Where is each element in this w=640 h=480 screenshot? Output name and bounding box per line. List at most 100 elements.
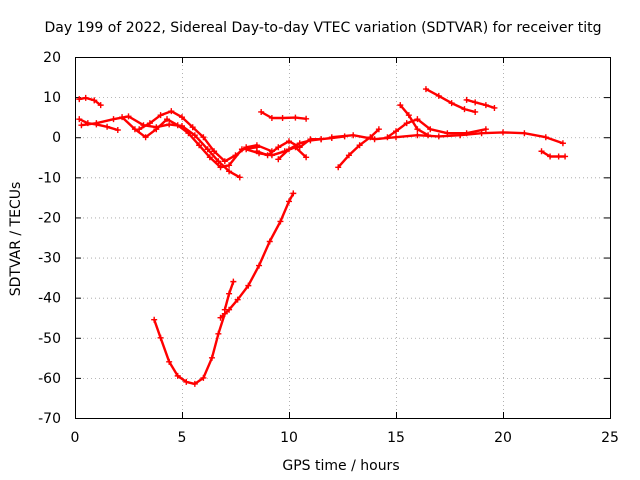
data-point (444, 130, 451, 137)
data-point (555, 153, 562, 160)
data-point (230, 278, 237, 285)
data-point (166, 358, 173, 365)
data-point (472, 108, 479, 115)
data-point (335, 164, 342, 171)
series-arc-spike (221, 278, 237, 313)
data-point (221, 158, 228, 165)
x-tick-label: 20 (494, 430, 512, 446)
data-point (174, 372, 181, 379)
data-point (414, 126, 421, 133)
data-point (393, 134, 399, 141)
data-point (425, 132, 432, 139)
data-point (114, 127, 121, 134)
plot-frame (75, 57, 611, 419)
data-point (264, 152, 271, 159)
data-point (547, 153, 554, 160)
data-point (76, 96, 83, 103)
x-tick-labels: 0 5 10 15 20 25 (71, 430, 619, 446)
data-point (562, 153, 569, 160)
data-point (217, 314, 224, 321)
series-arc-deep-drop (151, 310, 228, 387)
data-point (217, 164, 224, 171)
y-tick-label: -10 (38, 170, 61, 186)
data-point (234, 296, 241, 303)
data-point (375, 126, 382, 133)
series-line (78, 96, 102, 107)
data-point (427, 126, 434, 133)
data-point (275, 156, 282, 163)
data-point (104, 123, 111, 130)
data-point (142, 134, 149, 141)
y-tick-label: 0 (52, 130, 61, 146)
data-point (91, 97, 98, 104)
data-point (275, 144, 282, 151)
y-tick-label: -30 (38, 251, 61, 267)
data-point (236, 174, 243, 181)
chart-title: Day 199 of 2022, Sidereal Day-to-day VTE… (45, 20, 602, 36)
data-point (277, 218, 284, 225)
y-tick-label: -60 (38, 371, 61, 387)
data-point (448, 100, 455, 107)
data-point (200, 134, 207, 141)
data-point (303, 154, 310, 161)
data-point (157, 334, 164, 341)
series-arc-hump (397, 102, 432, 139)
x-tick-label: 15 (387, 430, 405, 446)
series-arc-mid-high (258, 108, 310, 122)
series-line (219, 192, 295, 319)
axis-ticks (75, 57, 611, 419)
series-arc-scatter (335, 126, 382, 171)
data-point (268, 114, 275, 121)
data-point (435, 133, 442, 140)
data-point (110, 116, 117, 123)
x-tick-label: 10 (280, 430, 298, 446)
data-point (397, 102, 404, 109)
data-point (206, 154, 213, 161)
data-point (303, 115, 310, 122)
data-point (125, 113, 132, 120)
data-point (200, 374, 207, 381)
data-point (243, 146, 250, 153)
data-point (253, 148, 260, 155)
y-tick-label: -50 (38, 331, 61, 347)
data-point (328, 134, 335, 141)
x-tick-label: 5 (178, 430, 187, 446)
data-series (76, 86, 569, 387)
data-point (191, 132, 198, 139)
data-point (93, 120, 100, 127)
data-point (174, 122, 181, 129)
y-tick-labels: -70 -60 -50 -40 -30 -20 -10 0 10 20 (38, 50, 61, 427)
x-axis-label: GPS time / hours (282, 458, 399, 474)
data-point (258, 108, 265, 115)
y-tick-label: 20 (43, 50, 61, 66)
data-point (500, 129, 506, 136)
data-point (542, 134, 549, 141)
data-point (403, 120, 410, 127)
data-point (146, 120, 153, 127)
data-point (211, 148, 218, 155)
data-point (491, 104, 498, 111)
data-point (345, 152, 352, 159)
series-arc-evening-b (463, 96, 498, 111)
data-point (119, 114, 126, 121)
series-arc-evening-high (422, 86, 479, 115)
data-point (183, 378, 190, 385)
data-point (482, 126, 489, 133)
data-point (292, 114, 299, 121)
data-point (179, 114, 185, 121)
data-point (221, 306, 228, 313)
y-tick-label: 10 (43, 90, 61, 106)
data-point (266, 238, 273, 245)
data-point (151, 316, 158, 323)
data-point (461, 106, 468, 113)
series-arc-long (328, 129, 566, 147)
data-point (168, 108, 175, 115)
data-point (189, 124, 196, 131)
data-point (463, 130, 470, 137)
data-point (356, 142, 363, 149)
data-point (97, 102, 104, 109)
data-point (414, 132, 421, 139)
series-arc-hump2 (384, 116, 489, 141)
data-point (136, 126, 143, 133)
data-point (422, 86, 429, 93)
